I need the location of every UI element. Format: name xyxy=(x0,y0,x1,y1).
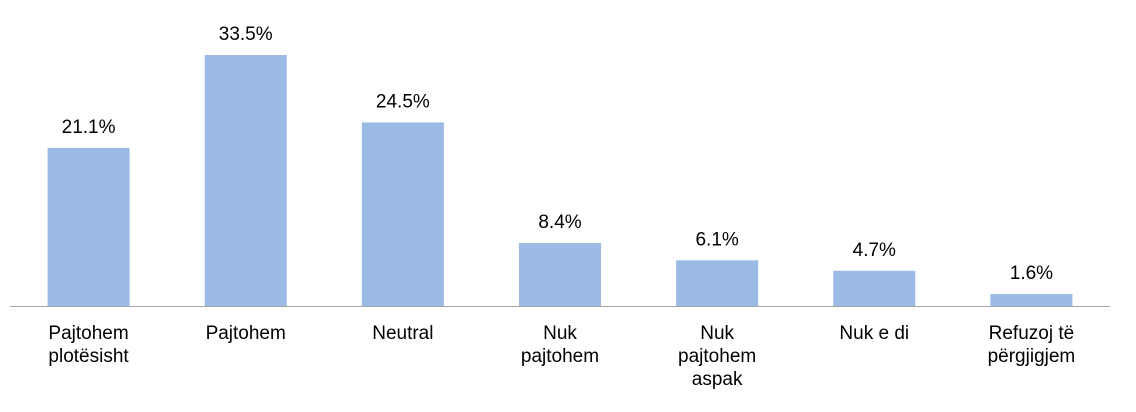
value-label: 33.5% xyxy=(219,24,273,45)
x-tick-label: Pajtohem xyxy=(205,323,286,344)
value-label: 21.1% xyxy=(62,117,116,138)
bar xyxy=(47,147,130,306)
x-tick-label: Nuk pajtohem aspak xyxy=(678,323,757,390)
x-tick-label: Nuk e di xyxy=(839,323,910,344)
x-tick-label: Refuzoj të përgjigjem xyxy=(987,323,1076,367)
value-label: 24.5% xyxy=(376,91,430,112)
x-tick-label: Pajtohem plotësisht xyxy=(48,323,129,367)
bar xyxy=(361,122,444,307)
value-label: 8.4% xyxy=(538,212,581,233)
bar xyxy=(676,260,759,306)
value-label: 1.6% xyxy=(1010,263,1053,284)
bar xyxy=(990,294,1073,306)
bar xyxy=(204,55,287,306)
value-label: 4.7% xyxy=(853,240,896,261)
x-tick-label: Neutral xyxy=(372,323,434,344)
value-label: 6.1% xyxy=(695,229,738,250)
bar xyxy=(519,243,601,306)
bar xyxy=(833,270,916,306)
x-tick-label: Nuk pajtohem xyxy=(520,323,600,367)
